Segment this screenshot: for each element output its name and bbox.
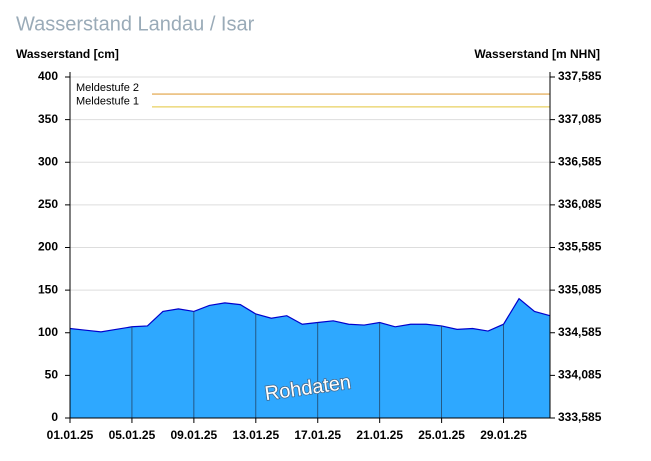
y-tick-label: 350 (38, 112, 58, 126)
y-tick-label: 200 (38, 240, 58, 254)
x-tick-label: 09.01.25 (171, 428, 218, 442)
x-tick-label: 05.01.25 (109, 428, 156, 442)
y-axis-label: Wasserstand [cm] (16, 47, 119, 61)
chart-title: Wasserstand Landau / Isar (16, 13, 255, 35)
x-tick-label: 13.01.25 (232, 428, 279, 442)
y2-tick-label: 336,585 (558, 154, 602, 168)
y2-tick-label: 334,585 (558, 325, 602, 339)
threshold-label: Meldestufe 2 (76, 82, 139, 94)
y2-tick-label: 335,585 (558, 240, 602, 254)
y2-axis-label: Wasserstand [m NHN] (474, 47, 600, 61)
y-tick-label: 300 (38, 154, 58, 168)
x-tick-label: 29.01.25 (480, 428, 527, 442)
y2-tick-label: 337,585 (558, 69, 602, 83)
x-tick-label: 17.01.25 (294, 428, 341, 442)
y2-tick-label: 335,085 (558, 282, 602, 296)
x-tick-label: 01.01.25 (47, 428, 94, 442)
x-tick-label: 21.01.25 (356, 428, 403, 442)
y-tick-label: 250 (38, 197, 58, 211)
y2-tick-label: 333,585 (558, 410, 602, 424)
y2-tick-label: 334,085 (558, 368, 602, 382)
area (70, 298, 550, 418)
y-tick-label: 150 (38, 282, 58, 296)
y2-tick-label: 337,085 (558, 112, 602, 126)
x-tick-label: 25.01.25 (418, 428, 465, 442)
y-tick-label: 50 (45, 368, 59, 382)
area-line (69, 297, 551, 333)
y2-tick-label: 336,085 (558, 197, 602, 211)
y-tick-label: 400 (38, 69, 58, 83)
y-tick-label: 100 (38, 325, 58, 339)
y-tick-label: 0 (51, 410, 58, 424)
threshold-label: Meldestufe 1 (76, 96, 139, 108)
